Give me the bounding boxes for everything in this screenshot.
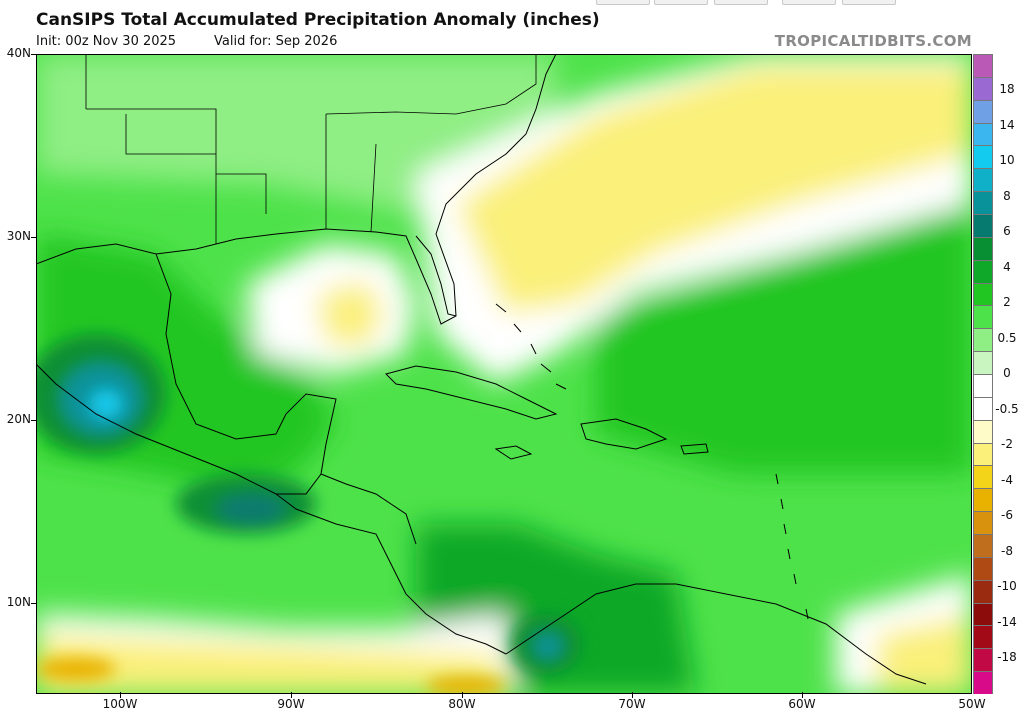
lat-label-20n: 20N	[6, 412, 31, 426]
top-tab[interactable]	[842, 0, 896, 5]
colorbar-label: -2	[1001, 437, 1013, 451]
coast-central-america-north	[320, 473, 417, 545]
init-time: Init: 00z Nov 30 2025	[36, 34, 177, 49]
lon-tick	[802, 692, 803, 698]
top-tab[interactable]	[782, 0, 836, 5]
coast-lesser-antilles	[775, 473, 809, 620]
lon-label-90w: 90W	[277, 697, 305, 711]
colorbar-label: 10	[999, 153, 1015, 167]
colorbar-cell	[973, 396, 993, 420]
zone-orange-south	[426, 676, 506, 694]
colorbar-cell	[973, 442, 993, 466]
colorbar-cell	[973, 168, 993, 192]
colorbar-cell	[973, 305, 993, 329]
lon-tick	[632, 692, 633, 698]
zone-yellow-south	[36, 634, 506, 694]
colorbar-cell	[973, 556, 993, 580]
colorbar-label: 0	[1003, 366, 1011, 380]
colorbar-label: -18	[997, 650, 1017, 664]
zone-cyan-mexico	[90, 390, 122, 418]
colorbar-label: 6	[1003, 224, 1011, 238]
lon-tick	[120, 692, 121, 698]
lon-label-60w: 60W	[788, 697, 816, 711]
lat-tick	[31, 420, 36, 421]
coast-jamaica	[494, 445, 533, 460]
lon-label-100w: 100W	[102, 697, 138, 711]
coast-puerto-rico	[680, 443, 709, 455]
colorbar-cell	[973, 145, 993, 169]
colorbar-cell	[973, 465, 993, 489]
colorbar-cell	[973, 328, 993, 352]
colorbar-cell	[973, 351, 993, 374]
colorbar-label: 14	[999, 117, 1015, 132]
lon-label-50w: 50W	[958, 697, 986, 711]
colorbar-label: -6	[1001, 508, 1013, 522]
coast-hispaniola	[580, 418, 668, 450]
colorbar-label: -8	[1001, 543, 1013, 558]
lat-label-40n: 40N	[6, 46, 31, 60]
colorbar-label: 18	[999, 82, 1015, 96]
colorbar-cell	[973, 625, 993, 649]
colorbar-label: -14	[997, 614, 1017, 629]
top-tab[interactable]	[654, 0, 708, 5]
colorbar-cell	[973, 191, 993, 214]
colorbar	[973, 54, 993, 694]
zone-green-atlantic	[596, 204, 972, 474]
colorbar-cell	[973, 259, 993, 283]
zone-yellow-gulf	[316, 279, 386, 349]
border-states	[85, 54, 377, 244]
lon-tick	[291, 692, 292, 698]
zone-yellow-southeast	[876, 614, 972, 694]
colorbar-cell	[973, 488, 993, 512]
anomaly-map	[36, 54, 972, 694]
colorbar-cell	[973, 671, 993, 694]
brand-watermark: TROPICALTIDBITS.COM	[774, 32, 972, 50]
colorbar-cell	[973, 99, 993, 123]
colorbar-label: 8	[1003, 188, 1011, 203]
colorbar-label: -10	[997, 579, 1017, 593]
colorbar-label: -0.5	[995, 401, 1019, 416]
coast-bahamas	[495, 303, 567, 390]
lat-tick	[31, 54, 36, 55]
colorbar-cell	[973, 374, 993, 397]
zone-orange-southwest	[36, 657, 116, 681]
coast-us	[36, 54, 557, 325]
colorbar-cell	[973, 419, 993, 443]
colorbar-label: 2	[1003, 295, 1011, 309]
colorbar-cell	[973, 282, 993, 306]
colorbar-cell	[973, 511, 993, 534]
coast-cuba	[385, 365, 558, 420]
colorbar-label: 0.5	[997, 330, 1017, 345]
valid-time: Valid for: Sep 2026	[214, 34, 338, 49]
zone-yellow-band	[456, 64, 972, 314]
zone-blue-colombia	[534, 634, 562, 658]
colorbar-cell	[973, 214, 993, 237]
lat-label-30n: 30N	[6, 229, 31, 243]
colorbar-cell	[973, 122, 993, 146]
lat-tick	[31, 237, 36, 238]
lon-label-80w: 80W	[448, 697, 476, 711]
lat-tick	[31, 603, 36, 604]
colorbar-cell	[973, 76, 993, 100]
colorbar-cell	[973, 54, 993, 77]
colorbar-cell	[973, 534, 993, 557]
coast-mexico	[36, 253, 337, 495]
coast-central-america	[275, 493, 507, 655]
border-us-northeast	[325, 54, 537, 115]
zone-blue-pacific	[216, 494, 286, 524]
colorbar-label: -4	[1001, 472, 1013, 487]
colorbar-cell	[973, 602, 993, 626]
lon-tick	[462, 692, 463, 698]
map-title: CanSIPS Total Accumulated Precipitation …	[36, 10, 600, 30]
colorbar-cell	[973, 236, 993, 260]
coast-south-america	[505, 583, 927, 685]
lat-label-10n: 10N	[6, 595, 31, 609]
colorbar-label: 4	[1003, 259, 1011, 274]
coast-florida	[415, 235, 457, 317]
colorbar-cell	[973, 579, 993, 603]
top-tab[interactable]	[596, 0, 650, 5]
lon-label-70w: 70W	[618, 697, 646, 711]
colorbar-cell	[973, 648, 993, 672]
top-tab[interactable]	[714, 0, 768, 5]
